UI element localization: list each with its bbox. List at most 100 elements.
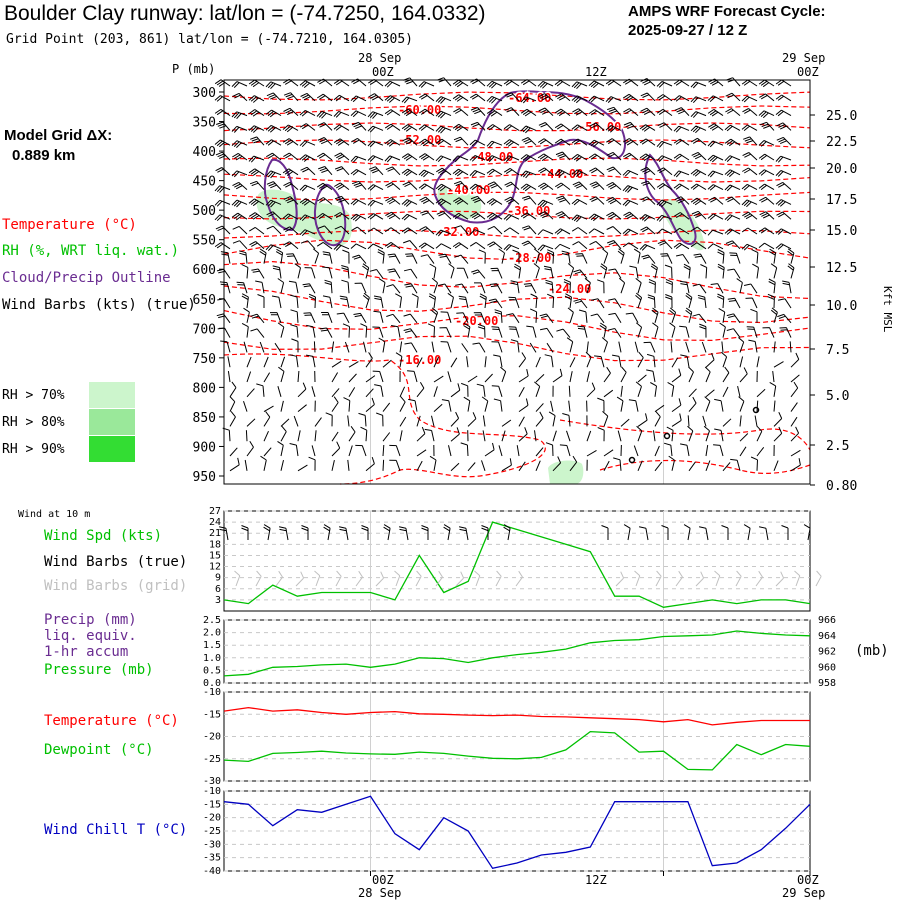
panel-y2-tick-label: 960 <box>818 662 836 673</box>
wind-barb <box>367 111 384 119</box>
wind-barb <box>750 456 758 471</box>
wind-barb-grid <box>755 570 763 587</box>
temperature-contour <box>223 91 811 101</box>
wind-barb <box>590 313 605 324</box>
wind-barb <box>355 444 367 457</box>
wind-barb <box>248 168 265 176</box>
wind-barb <box>548 411 556 427</box>
wind-barb <box>450 383 461 398</box>
wind-barb <box>347 459 350 471</box>
wind-barb <box>722 418 732 427</box>
wind-barb <box>603 449 614 457</box>
wind-barb <box>300 240 316 250</box>
wind-barb <box>401 213 418 221</box>
wind-barb <box>447 371 452 383</box>
model-grid-label: Model Grid ΔX: 0.889 km <box>4 126 112 166</box>
wind-barb <box>339 295 350 309</box>
wind-barb-grid <box>375 571 385 587</box>
wind-barb <box>665 294 673 309</box>
wind-barb <box>350 169 367 176</box>
wind-barb <box>505 313 520 324</box>
wind-barb <box>318 166 333 176</box>
wind-barb <box>314 417 322 427</box>
wind-barb <box>373 295 384 309</box>
wind-barb <box>589 122 605 131</box>
wind-barb-true <box>481 525 489 540</box>
windchill-panel: -10 -15 -20 -25 -30 -35 -40 <box>203 786 811 877</box>
wind-barb <box>439 327 452 338</box>
panel-frame <box>223 619 811 684</box>
wind-barb <box>602 411 609 427</box>
wind-barb <box>589 240 605 250</box>
wind-barb <box>518 427 528 442</box>
wind-barb <box>353 312 367 324</box>
wind-barb <box>704 396 711 412</box>
wind-barb <box>336 312 350 324</box>
wind-barb <box>534 381 541 397</box>
wind-barb <box>639 124 656 132</box>
wind-barb <box>759 211 775 220</box>
legend-precip-liq: liq. equiv. <box>44 628 137 644</box>
wind-barb <box>402 77 418 87</box>
wind-barb <box>259 248 267 264</box>
panel-y-tick-label: 1.5 <box>203 640 221 651</box>
legend-precip: Precip (mm) <box>44 612 137 628</box>
pressure-tick-label: 850 <box>193 411 216 426</box>
wind-barb <box>402 137 418 146</box>
wind-barb <box>215 225 231 235</box>
wind-barb <box>229 411 236 427</box>
wind-barb <box>227 371 231 383</box>
wind-barb <box>606 211 622 220</box>
wind-barb <box>389 444 401 457</box>
wind-barb <box>308 293 316 309</box>
wind-barb <box>571 214 588 223</box>
wind-barb <box>538 167 554 176</box>
wind-barb <box>568 400 571 412</box>
wind-barb <box>573 298 588 309</box>
wind-barb <box>787 263 795 279</box>
wind-barb <box>504 92 520 102</box>
swatch-rh90 <box>89 436 135 462</box>
wind-barb <box>416 415 421 427</box>
wind-barb <box>229 381 237 398</box>
wind-barb <box>690 183 707 191</box>
wind-barb <box>316 110 333 119</box>
wind-barb <box>554 123 571 131</box>
wind-barb <box>384 109 401 117</box>
wind-barb <box>787 248 795 264</box>
wind-barb <box>518 368 529 383</box>
wind-barb <box>708 78 724 87</box>
wind-barb <box>493 354 503 368</box>
wind-barb <box>365 397 375 412</box>
wind-barb <box>566 337 574 353</box>
wind-barb <box>773 361 784 368</box>
wind-barb <box>403 328 418 338</box>
wind-barb <box>713 444 724 457</box>
wind-barb <box>341 279 350 294</box>
wind-barb <box>670 341 673 353</box>
wind-barb <box>721 341 724 353</box>
panel-y-tick-label: -30 <box>203 839 221 850</box>
wind-barb <box>248 109 265 117</box>
series-line <box>223 706 810 726</box>
wind-barb <box>546 249 555 264</box>
wind-barb <box>373 310 384 323</box>
wind-barb <box>705 460 711 471</box>
wind-barb <box>488 298 503 309</box>
wind-barb <box>306 324 316 338</box>
wind-barb <box>433 403 443 412</box>
wind-barb <box>367 199 384 207</box>
pressure-panel: 2.5 2.01.5 1.00.5 0.0 966 964 962 960 958 <box>203 615 836 689</box>
wind-barb <box>790 402 798 412</box>
wind-barb <box>594 355 605 368</box>
wind-barb <box>599 322 607 338</box>
bottom-tick-00z-b: 00Z <box>797 873 819 887</box>
wind-barb <box>333 79 350 87</box>
wind-barb <box>385 166 401 176</box>
wind-barb <box>489 283 503 294</box>
wind-barb <box>657 167 673 176</box>
wind-barb <box>673 125 690 133</box>
wind-barb <box>491 341 503 353</box>
legend-cloud: Cloud/Precip Outline <box>2 270 171 286</box>
wind-barb <box>722 386 729 398</box>
